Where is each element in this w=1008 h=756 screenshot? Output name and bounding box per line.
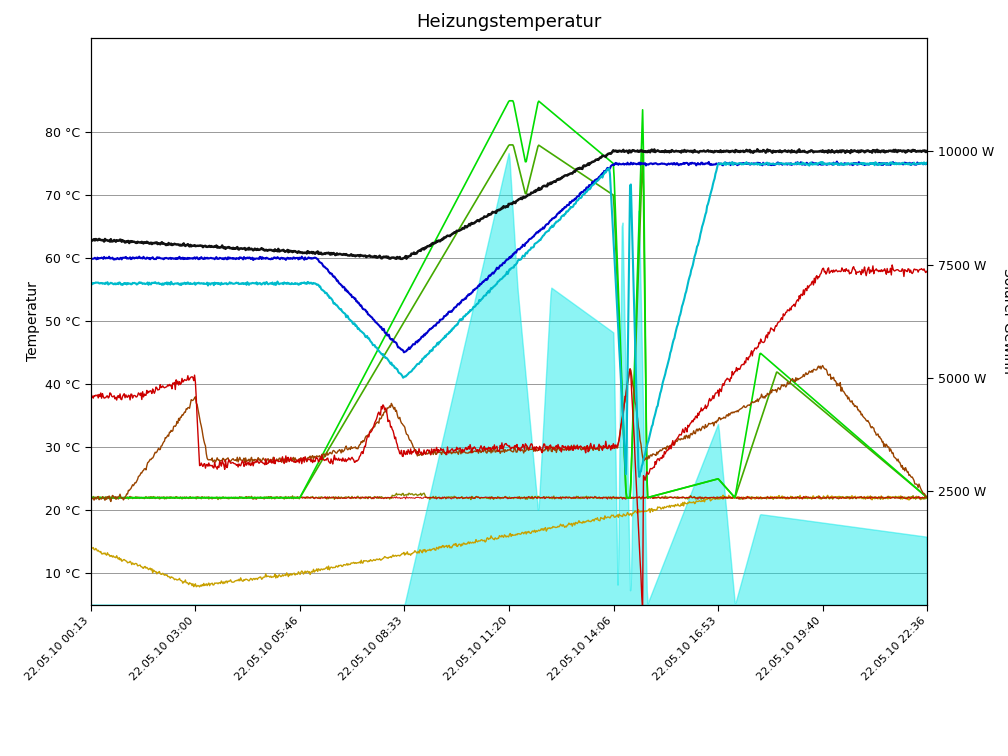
Y-axis label: Temperatur: Temperatur — [25, 281, 39, 361]
Legend: Aussentemperatur, Haus Ruecklauf, Haus Vorlauf, Holzofen Ruecklauf, Oehlheizung,: Aussentemperatur, Haus Ruecklauf, Haus V… — [0, 752, 961, 756]
Title: Heizungstemperatur: Heizungstemperatur — [416, 13, 602, 31]
Y-axis label: Solarer Gewinn: Solarer Gewinn — [1001, 268, 1008, 374]
